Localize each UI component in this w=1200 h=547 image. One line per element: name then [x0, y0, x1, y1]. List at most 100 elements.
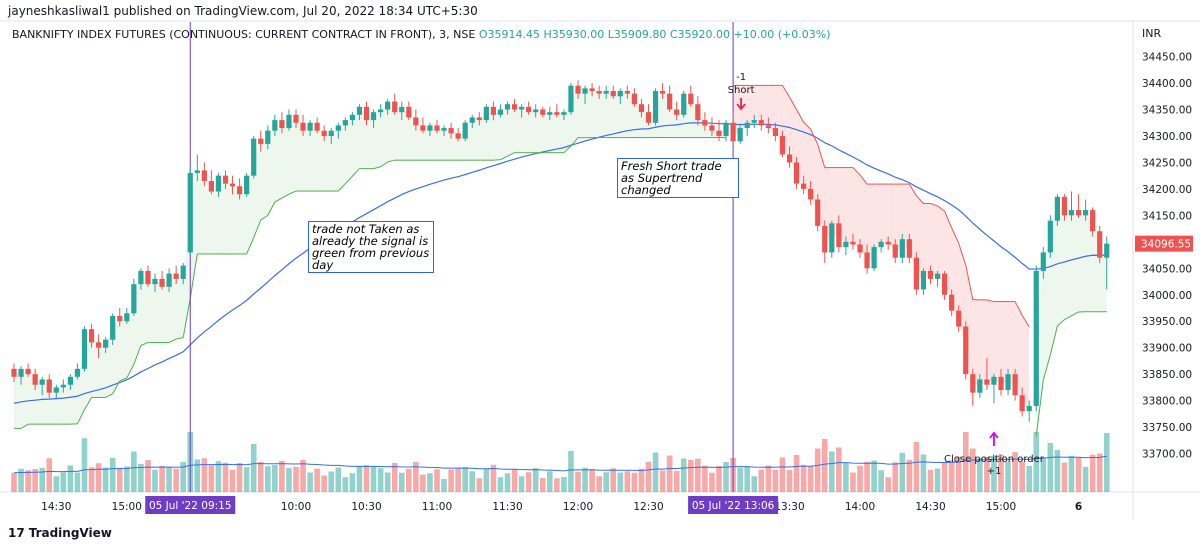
candle-body [575, 85, 581, 94]
candle-body [681, 93, 687, 115]
supertrend-fill-segment [620, 92, 628, 138]
supertrend-fill-segment [91, 335, 99, 398]
candle [610, 85, 616, 99]
volume-bar [300, 460, 306, 492]
candle [370, 109, 377, 129]
supertrend-fill-segment [930, 203, 938, 277]
symbol-legend[interactable]: BANKNIFTY INDEX FUTURES (CONTINUOUS: CUR… [12, 28, 830, 41]
candle [363, 101, 370, 126]
note-left[interactable]: trade not Taken as already the signal is… [308, 221, 434, 273]
volume-bar [568, 451, 574, 492]
candle-body [385, 101, 391, 110]
supertrend-fill-segment [888, 184, 896, 252]
supertrend-line [14, 84, 1107, 436]
volume-bar [688, 460, 694, 492]
candle-body [610, 90, 616, 97]
volume-bar [737, 467, 743, 492]
candle-body [956, 310, 962, 327]
candle [808, 180, 814, 205]
supertrend-fill-segment [267, 125, 275, 216]
note-right[interactable]: Fresh Short trade as Supertrend changed [617, 158, 739, 198]
candle-body [631, 93, 637, 105]
candle [420, 117, 426, 134]
volume-bar [948, 460, 955, 492]
volume-bar [892, 462, 899, 492]
candle-body [420, 125, 426, 131]
candle-body [836, 223, 842, 248]
candle-body [462, 122, 468, 139]
supertrend-fill-segment [479, 113, 487, 161]
candle-body [829, 223, 835, 253]
candle-body [815, 199, 821, 226]
candle [18, 366, 24, 385]
candle [934, 270, 941, 287]
volume-bar [335, 467, 342, 492]
candle-body [638, 104, 645, 113]
close-arrow-icon [989, 431, 999, 446]
candle [60, 379, 66, 393]
supertrend-fill-segment [972, 299, 980, 387]
supertrend-fill-segment [352, 110, 360, 177]
supertrend-fill-segment [690, 98, 698, 138]
candle-body [942, 273, 948, 295]
supertrend-segment [908, 183, 917, 196]
supertrend-segment [916, 195, 924, 204]
candle-body [871, 247, 877, 269]
candle [349, 112, 355, 126]
candle-body [779, 135, 786, 155]
candle [892, 239, 898, 263]
footer-brand[interactable]: 17 TradingView [8, 526, 112, 540]
candle-body [645, 112, 652, 123]
supertrend-fill-segment [1008, 301, 1016, 385]
candle-body [1068, 210, 1075, 216]
candle [836, 215, 842, 253]
volume-bar [652, 452, 659, 492]
candle-body [758, 120, 764, 126]
volume-bar [779, 457, 786, 492]
supertrend-segment [189, 253, 198, 299]
candle-body [434, 125, 440, 131]
candle-body [1083, 210, 1089, 216]
candle [504, 101, 511, 115]
candle [378, 104, 384, 118]
candle [751, 114, 757, 129]
supertrend-segment [1021, 314, 1030, 328]
price-tick-label: 34200.00 [1142, 184, 1192, 196]
volume-bar [871, 460, 877, 492]
supertrend-fill-segment [422, 128, 430, 161]
candle-body [660, 90, 666, 94]
candle-body [237, 186, 243, 195]
candle-body [251, 138, 257, 176]
supertrend-fill-segment [831, 167, 839, 238]
price-tick-label: 34000.00 [1142, 290, 1192, 302]
candle [582, 85, 588, 105]
candle-body [88, 329, 95, 343]
candle [1068, 191, 1075, 221]
candle-body [18, 368, 24, 377]
volume-bar [116, 467, 123, 492]
price-tick-label: 33700.00 [1142, 449, 1192, 461]
supertrend-segment [246, 237, 255, 255]
supertrend-fill-segment [761, 85, 769, 127]
candle-body [321, 130, 327, 136]
candle-body [984, 379, 990, 385]
tradingview-logo-icon: 17 [8, 526, 25, 540]
volume-ma-polyline [13, 455, 1107, 474]
candle [1061, 194, 1068, 221]
supertrend-fill-segment [860, 174, 868, 261]
supertrend-fill-segment [803, 122, 811, 195]
candle-body [822, 225, 828, 253]
candle-body [786, 154, 793, 163]
supertrend-segment [126, 364, 135, 379]
candle-body [286, 114, 292, 129]
candle [32, 368, 38, 391]
candle-body [469, 117, 475, 123]
candle [1040, 247, 1046, 279]
supertrend-fill [14, 85, 1107, 436]
candle-body [1047, 220, 1053, 253]
candle-body [1075, 210, 1082, 216]
supertrend-fill-segment [754, 85, 762, 123]
volume-bar [272, 465, 278, 492]
candle [293, 109, 299, 129]
